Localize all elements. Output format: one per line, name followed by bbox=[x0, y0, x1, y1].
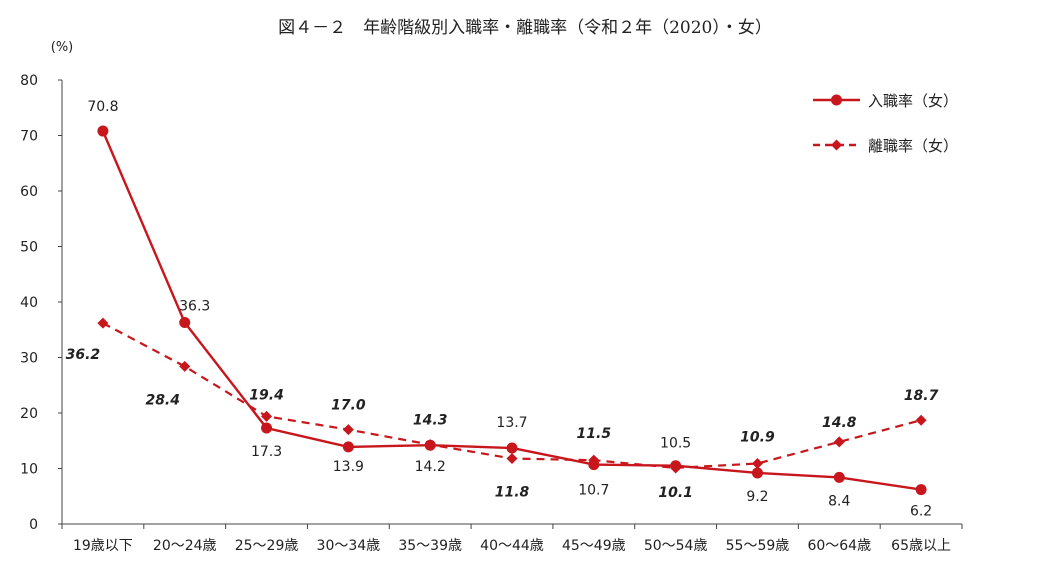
separation-rate-point bbox=[751, 458, 763, 470]
hire-rate-data-label: 17.3 bbox=[251, 444, 282, 460]
hire-rate-data-label: 6.2 bbox=[910, 504, 932, 520]
separation-rate-data-label: 28.4 bbox=[145, 392, 180, 408]
y-tick-label: 0 bbox=[29, 517, 38, 533]
x-tick-label: 60～64歳 bbox=[807, 538, 871, 554]
x-tick-label: 25～29歳 bbox=[235, 538, 299, 554]
hire-rate-data-label: 8.4 bbox=[828, 493, 850, 509]
x-tick-label: 40～44歳 bbox=[480, 538, 544, 554]
hire-rate-data-label: 10.5 bbox=[660, 436, 691, 452]
separation-rate-point bbox=[833, 436, 845, 448]
x-tick-label: 30～34歳 bbox=[317, 538, 381, 554]
legend-separation-marker bbox=[831, 139, 842, 151]
legend-hire-label: 入職率（女） bbox=[868, 92, 958, 110]
series-lines bbox=[101, 130, 922, 491]
x-tick-label: 45～49歳 bbox=[562, 538, 626, 554]
separation-rate-data-label: 17.0 bbox=[331, 398, 366, 414]
y-tick-label: 80 bbox=[20, 73, 38, 89]
hire-rate-line bbox=[101, 130, 922, 491]
legend-separation-label: 離職率（女） bbox=[868, 137, 958, 155]
hire-rate-data-label: 9.2 bbox=[746, 489, 768, 505]
separation-rate-data-label: 10.9 bbox=[740, 430, 775, 446]
hire-rate-point bbox=[833, 471, 845, 483]
separation-rate-point bbox=[97, 317, 109, 329]
series-markers bbox=[97, 125, 927, 496]
separation-rate-data-label: 18.7 bbox=[904, 388, 939, 404]
separation-rate-data-label: 14.8 bbox=[822, 415, 857, 431]
hire-rate-data-label: 14.2 bbox=[415, 459, 446, 475]
axes: 0 10 20 30 40 50 60 70 80 19歳以下 20～24歳 25～29歳 30～34歳… bbox=[20, 73, 963, 554]
hire-rate-point bbox=[97, 125, 109, 137]
hire-rate-point bbox=[751, 467, 763, 479]
hire-rate-point bbox=[915, 484, 927, 496]
separation-rate-data-label: 11.5 bbox=[577, 426, 612, 442]
separation-rate-point bbox=[342, 424, 354, 436]
hire-rate-point bbox=[342, 441, 354, 453]
y-tick-label: 30 bbox=[20, 351, 38, 367]
legend: 入職率（女） 離職率（女） bbox=[813, 92, 958, 155]
separation-rate-data-label: 36.2 bbox=[66, 347, 101, 363]
separation-rate-point bbox=[588, 454, 600, 466]
hire-rate-data-label: 13.9 bbox=[333, 459, 364, 475]
separation-rate-point bbox=[915, 414, 927, 426]
hire-rate-data-label: 10.7 bbox=[578, 483, 609, 499]
separation-rate-point bbox=[261, 410, 273, 422]
x-tick-label: 50～54歳 bbox=[644, 538, 708, 554]
separation-rate-data-label: 19.4 bbox=[249, 387, 284, 403]
separation-rate-data-label: 14.3 bbox=[413, 413, 448, 429]
x-tick-label: 55～59歳 bbox=[726, 538, 790, 554]
y-tick-label: 40 bbox=[20, 295, 38, 311]
y-tick-label: 70 bbox=[20, 129, 38, 145]
separation-rate-point bbox=[424, 439, 436, 451]
separation-rate-point bbox=[506, 453, 518, 465]
y-tick-label: 60 bbox=[20, 184, 38, 200]
separation-rate-data-label: 10.1 bbox=[658, 485, 693, 501]
y-tick-label: 10 bbox=[20, 462, 38, 478]
hire-rate-data-label: 13.7 bbox=[496, 415, 527, 431]
x-tick-label: 35～39歳 bbox=[398, 538, 462, 554]
legend-hire-marker bbox=[831, 94, 842, 106]
separation-rate-point bbox=[670, 462, 682, 474]
hire-rate-point bbox=[506, 442, 518, 454]
hire-rate-data-label: 70.8 bbox=[87, 99, 118, 115]
hire-rate-point bbox=[179, 317, 191, 329]
hire-rate-point bbox=[261, 422, 273, 434]
y-tick-label: 20 bbox=[20, 406, 38, 422]
hire-rate-data-label: 36.3 bbox=[179, 299, 210, 315]
x-tick-label: 65歳以上 bbox=[891, 538, 951, 554]
chart-title: 図４－２ 年齢階級別入職率・離職率（令和２年（2020）・女） bbox=[278, 18, 772, 38]
separation-rate-point bbox=[179, 360, 191, 372]
data-labels: 70.8 36.3 17.3 13.9 14.2 13.7 10.7 10.5 9.2 8.4 6.… bbox=[66, 99, 939, 520]
y-tick-label: 50 bbox=[20, 240, 38, 256]
x-tick-label: 19歳以下 bbox=[73, 538, 133, 554]
x-tick-label: 20～24歳 bbox=[153, 538, 217, 554]
y-axis-unit-label: (%) bbox=[51, 40, 74, 55]
separation-rate-data-label: 11.8 bbox=[495, 485, 530, 501]
